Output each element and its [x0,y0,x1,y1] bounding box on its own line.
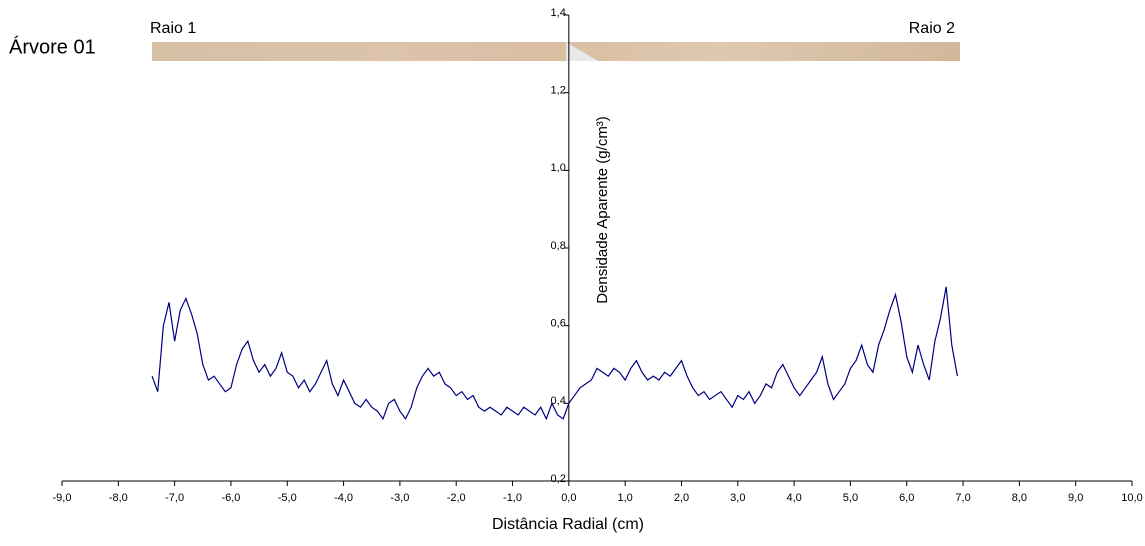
x-tick-label: 0,0 [561,492,576,504]
chart-title: Árvore 01 [9,35,96,58]
x-tick-label: -4,0 [334,492,353,504]
x-tick-label: 6,0 [899,492,914,504]
annotation: Raio 2 [909,20,955,37]
x-tick-label: 1,0 [618,492,633,504]
x-tick-label: -3,0 [390,492,409,504]
x-tick-label: -7,0 [165,492,184,504]
y-tick-label: 0,2 [551,473,566,485]
y-tick-label: 1,4 [551,7,566,19]
y-tick-label: 0,6 [551,318,566,330]
x-tick-label: 7,0 [955,492,970,504]
y-tick-label: 1,0 [551,162,566,174]
y-tick-label: 0,8 [551,240,566,252]
x-tick-label: -5,0 [278,492,297,504]
strip-fold [566,42,598,61]
y-axis-label: Densidade Aparente (g/cm³) [594,116,611,304]
x-tick-label: -6,0 [221,492,240,504]
x-tick-label: 8,0 [1012,492,1027,504]
x-tick-label: -8,0 [109,492,128,504]
x-tick-label: -9,0 [53,492,72,504]
annotation: Raio 1 [150,20,196,37]
x-tick-label: 3,0 [730,492,745,504]
x-tick-label: 5,0 [843,492,858,504]
x-axis-label: Distância Radial (cm) [492,516,644,533]
x-tick-label: -1,0 [503,492,522,504]
x-tick-label: 4,0 [786,492,801,504]
wood-strip [152,42,960,61]
x-tick-label: -2,0 [447,492,466,504]
x-tick-label: 2,0 [674,492,689,504]
density-line [151,286,959,421]
x-tick-label: 10,0 [1121,492,1142,504]
y-tick-label: 1,2 [551,85,566,97]
x-tick-label: 9,0 [1068,492,1083,504]
y-tick-label: 0,4 [551,395,566,407]
